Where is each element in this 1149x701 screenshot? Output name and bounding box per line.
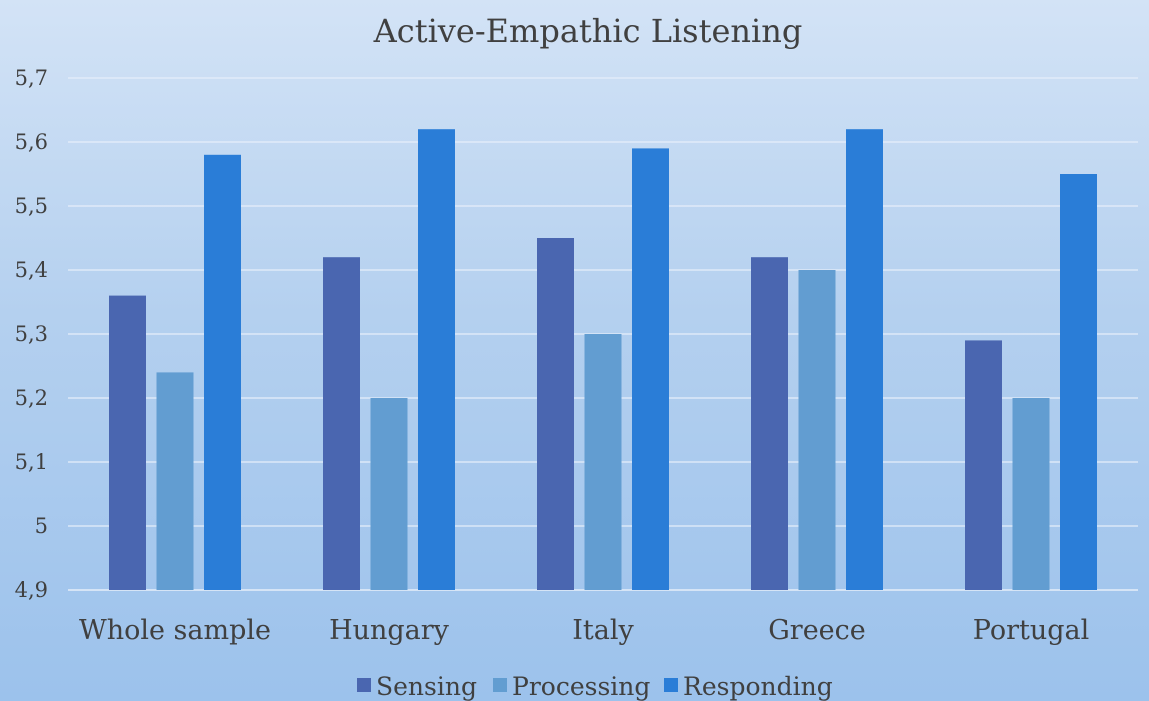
- legend-label-responding: Responding: [683, 672, 833, 701]
- x-tick-label: Whole sample: [79, 615, 271, 646]
- bar-responding-greece: [846, 129, 883, 590]
- chart-title: Active-Empathic Listening: [373, 12, 803, 50]
- bar-responding-italy: [632, 148, 669, 590]
- bar-processing-hungary: [370, 398, 408, 590]
- bar-sensing-greece: [751, 257, 788, 590]
- y-tick-label: 5,1: [15, 450, 48, 474]
- x-tick-label: Greece: [768, 615, 866, 646]
- y-axis-tick-labels: 4,9 5 5,1 5,2 5,3 5,4 5,5 5,6 5,7: [15, 66, 48, 602]
- bar-sensing-portugal: [965, 340, 1002, 590]
- legend-label-processing: Processing: [512, 672, 650, 701]
- bar-processing-italy: [584, 334, 622, 590]
- legend-swatch-processing: [493, 678, 507, 692]
- y-tick-label: 5,3: [15, 322, 48, 346]
- legend-label-sensing: Sensing: [376, 672, 477, 701]
- y-tick-label: 5,2: [15, 386, 48, 410]
- bar-sensing-whole-sample: [109, 295, 146, 590]
- x-axis-tick-labels: Whole sample Hungary Italy Greece Portugal: [79, 615, 1089, 646]
- bar-processing-greece: [798, 270, 836, 590]
- bar-responding-whole-sample: [204, 154, 241, 591]
- y-tick-label: 5,4: [15, 258, 48, 282]
- legend-swatch-responding: [664, 678, 678, 692]
- bar-responding-hungary: [418, 129, 455, 590]
- bar-responding-portugal: [1060, 174, 1097, 590]
- x-tick-label: Portugal: [973, 615, 1090, 646]
- x-tick-label: Italy: [572, 615, 634, 646]
- bar-processing-whole-sample: [156, 372, 194, 590]
- bar-processing-portugal: [1012, 398, 1050, 590]
- y-tick-label: 5,7: [15, 66, 48, 90]
- y-tick-label: 5,6: [15, 130, 48, 154]
- x-tick-label: Hungary: [329, 615, 450, 646]
- y-tick-label: 5,5: [15, 194, 48, 218]
- bar-sensing-hungary: [323, 257, 360, 590]
- legend: Sensing Processing Responding: [357, 672, 833, 701]
- legend-swatch-sensing: [357, 678, 371, 692]
- bars: [109, 129, 1097, 591]
- y-tick-label: 4,9: [15, 578, 48, 602]
- bar-sensing-italy: [537, 238, 574, 590]
- y-tick-label: 5: [35, 514, 48, 538]
